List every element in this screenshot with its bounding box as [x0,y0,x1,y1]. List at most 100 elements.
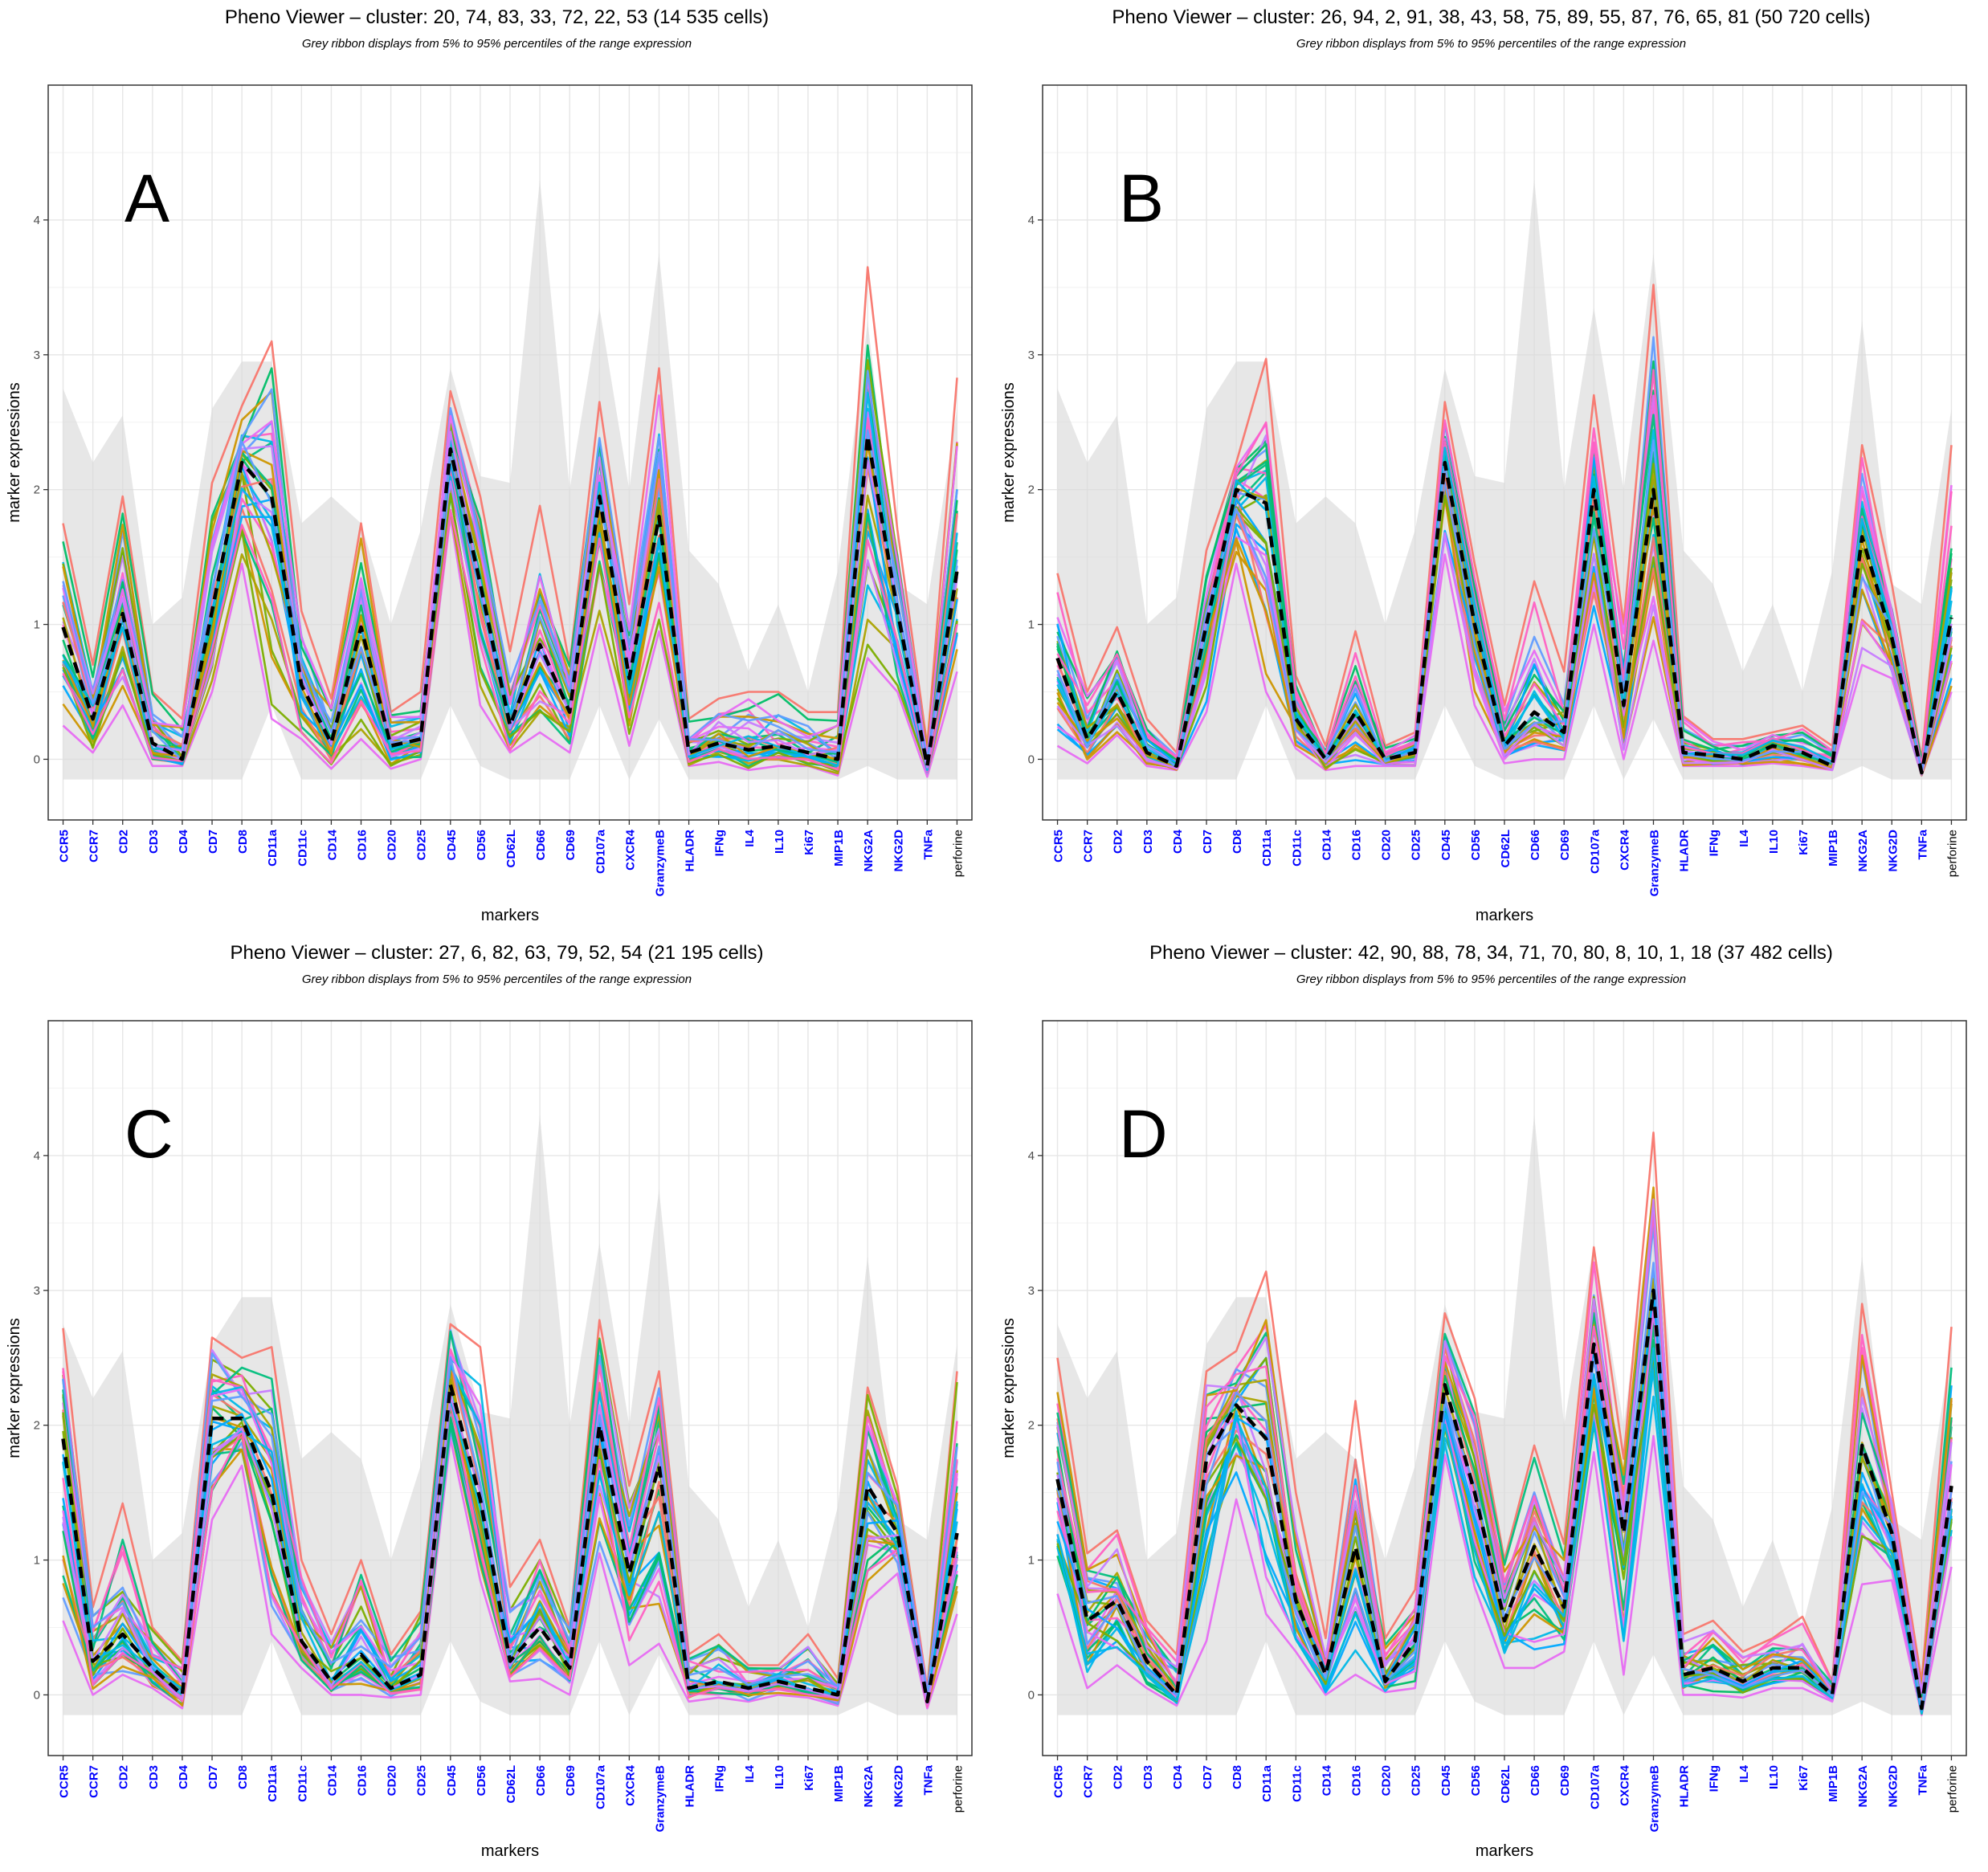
y-axis-label: marker expressions [1000,382,1018,523]
y-tick-label: 0 [34,1688,40,1702]
x-tick-label: IL4 [1737,829,1751,846]
x-axis-label: markers [1476,1842,1533,1860]
x-tick-label: CD11c [1290,1765,1304,1802]
x-tick-label: NKG2D [892,830,905,872]
y-tick-label: 1 [1028,618,1035,632]
x-tick-label: CXCR4 [1618,1764,1631,1806]
cluster-line [62,1438,958,1710]
x-tick-label: CD11a [1260,1764,1274,1802]
x-tick-label: CD8 [236,830,250,854]
x-tick-label: CD69 [1558,1765,1572,1796]
x-tick-label: HLADR [684,830,697,872]
x-tick-label: CD25 [1410,830,1423,860]
x-tick-label: CD11a [266,1764,280,1802]
x-tick-label: CD107a [594,1764,607,1809]
x-tick-label: NKG2D [892,1765,905,1808]
x-tick-label: CXCR4 [623,1764,637,1806]
x-axis: CCR5 CCR7 CD2 CD3 CD4 CD7 CD8 CD11a CD11c CD14 CD1… [1052,1756,1959,1832]
x-axis-label: markers [1476,907,1533,924]
x-tick-label: perforine [1945,830,1959,877]
chart-panel-a: Pheno Viewer – cluster: 20, 74, 83, 33, … [0,0,994,936]
x-tick-label: CD14 [325,829,339,860]
cluster-line [1056,1211,1953,1694]
x-tick-label: CD107a [1588,1764,1602,1809]
x-tick-label: CCR7 [88,830,101,863]
cluster-line [62,1348,958,1694]
x-tick-label: perforine [951,830,965,877]
cluster-line [62,430,958,769]
x-tick-label: CD16 [356,1765,369,1796]
cluster-line [1056,283,1953,761]
y-tick-label: 4 [34,214,40,227]
x-tick-label: CD11a [1260,829,1274,867]
x-tick-label: CD3 [147,1765,161,1789]
x-tick-label: NKG2A [862,830,876,872]
cluster-line [1056,429,1953,774]
x-axis: CCR5 CCR7 CD2 CD3 CD4 CD7 CD8 CD11a CD11c CD14 CD1… [58,820,965,896]
y-tick-label: 4 [1028,1149,1035,1163]
cluster-lines [1056,283,1953,777]
y-axis: 0 1 2 3 4 [34,214,48,766]
x-tick-label: CD4 [177,829,190,854]
x-tick-label: CCR5 [58,1765,71,1798]
cluster-line [1056,508,1953,776]
x-tick-label: CCR5 [1052,1765,1066,1798]
y-axis-label: marker expressions [1000,1318,1018,1458]
y-tick-label: 1 [34,1554,40,1568]
x-tick-label: CXCR4 [1618,829,1631,871]
x-tick-label: CCR5 [1052,830,1066,863]
x-tick-label: CD3 [1141,1765,1155,1789]
x-tick-label: CCR5 [58,830,71,863]
chart-subtitle: Grey ribbon displays from 5% to 95% perc… [1296,37,1687,51]
chart-subtitle: Grey ribbon displays from 5% to 95% perc… [1296,973,1687,986]
chart-title: Pheno Viewer – cluster: 20, 74, 83, 33, … [224,6,769,28]
x-tick-label: CD3 [1141,830,1155,854]
cluster-line [62,1329,958,1694]
x-tick-label: IFNg [1708,1765,1721,1792]
panel-letter: C [125,1096,173,1172]
chart-subtitle: Grey ribbon displays from 5% to 95% perc… [301,973,692,986]
x-tick-label: CD2 [1112,830,1125,854]
percentile-ribbon [63,179,957,780]
x-tick-label: GranzymeB [653,830,667,897]
x-tick-label: CD3 [147,830,161,854]
x-tick-label: CD16 [1350,830,1364,860]
x-tick-label: IL4 [743,829,757,846]
x-tick-label: CD16 [356,830,369,860]
x-tick-label: IL10 [773,830,786,854]
chart-panel-c: Pheno Viewer – cluster: 27, 6, 82, 63, 7… [0,936,994,1871]
x-tick-label: CD107a [594,829,607,874]
mean-line [61,434,959,769]
x-tick-label: CD66 [1529,1765,1542,1796]
x-tick-label: IL4 [1737,1764,1751,1782]
y-axis-label: marker expressions [6,382,23,523]
x-tick-label: CD45 [1439,830,1453,860]
mean-line [1055,1288,1953,1711]
x-tick-label: Ki67 [802,1765,816,1791]
x-tick-label: CD56 [475,1765,488,1796]
cluster-line [1056,553,1953,777]
y-tick-label: 0 [1028,1688,1035,1702]
x-tick-label: MIP1B [832,830,846,867]
x-tick-label: CD16 [1350,1765,1364,1796]
y-tick-label: 1 [1028,1554,1035,1568]
x-tick-label: Ki67 [1797,830,1810,855]
cluster-line [62,1401,958,1708]
x-tick-label: CD56 [1469,1765,1483,1796]
x-tick-label: IL4 [743,1764,757,1782]
x-tick-label: CD69 [1558,830,1572,860]
x-tick-label: IFNg [713,830,727,856]
x-tick-label: CD56 [1469,830,1483,860]
y-tick-label: 0 [34,752,40,766]
x-tick-label: CCR7 [1082,830,1096,863]
x-tick-label: TNFa [921,1764,935,1795]
x-tick-label: HLADR [1678,1765,1692,1808]
cluster-lines [1056,1132,1953,1716]
x-tick-label: NKG2A [1856,830,1870,872]
x-tick-label: MIP1B [1827,1765,1840,1802]
cluster-line [1056,1434,1953,1716]
x-tick-label: HLADR [684,1765,697,1808]
x-tick-label: CD8 [1231,830,1244,854]
